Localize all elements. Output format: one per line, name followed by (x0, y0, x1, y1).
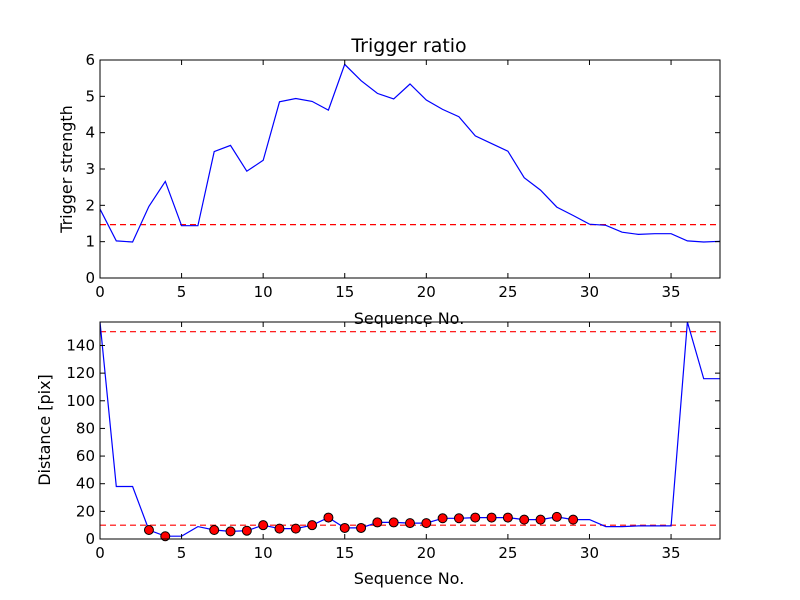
x-tick-label: 25 (498, 283, 517, 301)
y-tick-label: 2 (85, 196, 95, 214)
data-point (535, 514, 546, 525)
plot-frame (99, 59, 721, 279)
y-tick-label: 5 (85, 87, 95, 105)
x-tick-label: 10 (254, 283, 273, 301)
data-point (372, 517, 383, 528)
y-tick-label: 20 (76, 502, 95, 520)
data-point (388, 517, 399, 528)
data-point (519, 514, 530, 525)
x-tick-label: 35 (662, 544, 681, 562)
y-tick-label: 1 (85, 233, 95, 251)
data-point (339, 522, 350, 533)
series-line (100, 63, 720, 243)
distance-chart: Sequence No. Distance [pix] 0 5 10 15 20 25 30… (35, 321, 721, 588)
data-point (258, 520, 269, 531)
data-point (470, 512, 481, 523)
x-tick-label: 20 (417, 544, 436, 562)
x-tick-label: 5 (177, 544, 187, 562)
x-tick-label: 30 (580, 544, 599, 562)
data-point (323, 512, 334, 523)
data-point (225, 526, 236, 537)
y-tick-label: 6 (85, 51, 95, 69)
data-point (486, 512, 497, 523)
trigger-ratio-chart: Trigger ratio Sequence No. Trigger stren… (57, 35, 721, 328)
x-tick-label: 5 (177, 283, 187, 301)
y-tick-label: 100 (66, 392, 95, 410)
y-tick-label: 80 (76, 419, 95, 437)
data-point (241, 525, 252, 536)
x-tick-label: 15 (335, 544, 354, 562)
y-axis-label: Distance [pix] (35, 374, 54, 486)
plot-frame (99, 321, 721, 540)
series-line (100, 322, 720, 537)
data-point (502, 512, 513, 523)
data-point (551, 511, 562, 522)
data-point (274, 523, 285, 534)
y-tick-label: 4 (85, 124, 95, 142)
x-tick-label: 0 (95, 283, 105, 301)
data-point (143, 525, 154, 536)
chart-title: Trigger ratio (350, 35, 466, 57)
data-point (209, 525, 220, 536)
data-point (356, 522, 367, 533)
data-point (290, 523, 301, 534)
x-axis-label: Sequence No. (354, 569, 465, 588)
x-tick-label: 20 (417, 283, 436, 301)
data-point (453, 513, 464, 524)
x-tick-label: 15 (335, 283, 354, 301)
data-point (568, 514, 579, 525)
y-tick-label: 3 (85, 160, 95, 178)
data-point (421, 518, 432, 529)
x-axis-label: Sequence No. (354, 309, 465, 328)
data-point (160, 531, 171, 542)
data-point (307, 520, 318, 531)
y-tick-label: 0 (85, 269, 95, 287)
data-point (437, 513, 448, 524)
y-axis-label: Trigger strength (57, 105, 76, 234)
y-tick-label: 0 (85, 530, 95, 548)
y-tick-label: 120 (66, 364, 95, 382)
x-tick-label: 35 (662, 283, 681, 301)
y-tick-label: 140 (66, 336, 95, 354)
data-point (405, 518, 415, 529)
y-tick-label: 40 (76, 475, 95, 493)
x-tick-label: 0 (95, 544, 105, 562)
x-tick-label: 10 (254, 544, 273, 562)
x-tick-label: 25 (498, 544, 517, 562)
y-tick-label: 60 (76, 447, 95, 465)
x-tick-label: 30 (580, 283, 599, 301)
